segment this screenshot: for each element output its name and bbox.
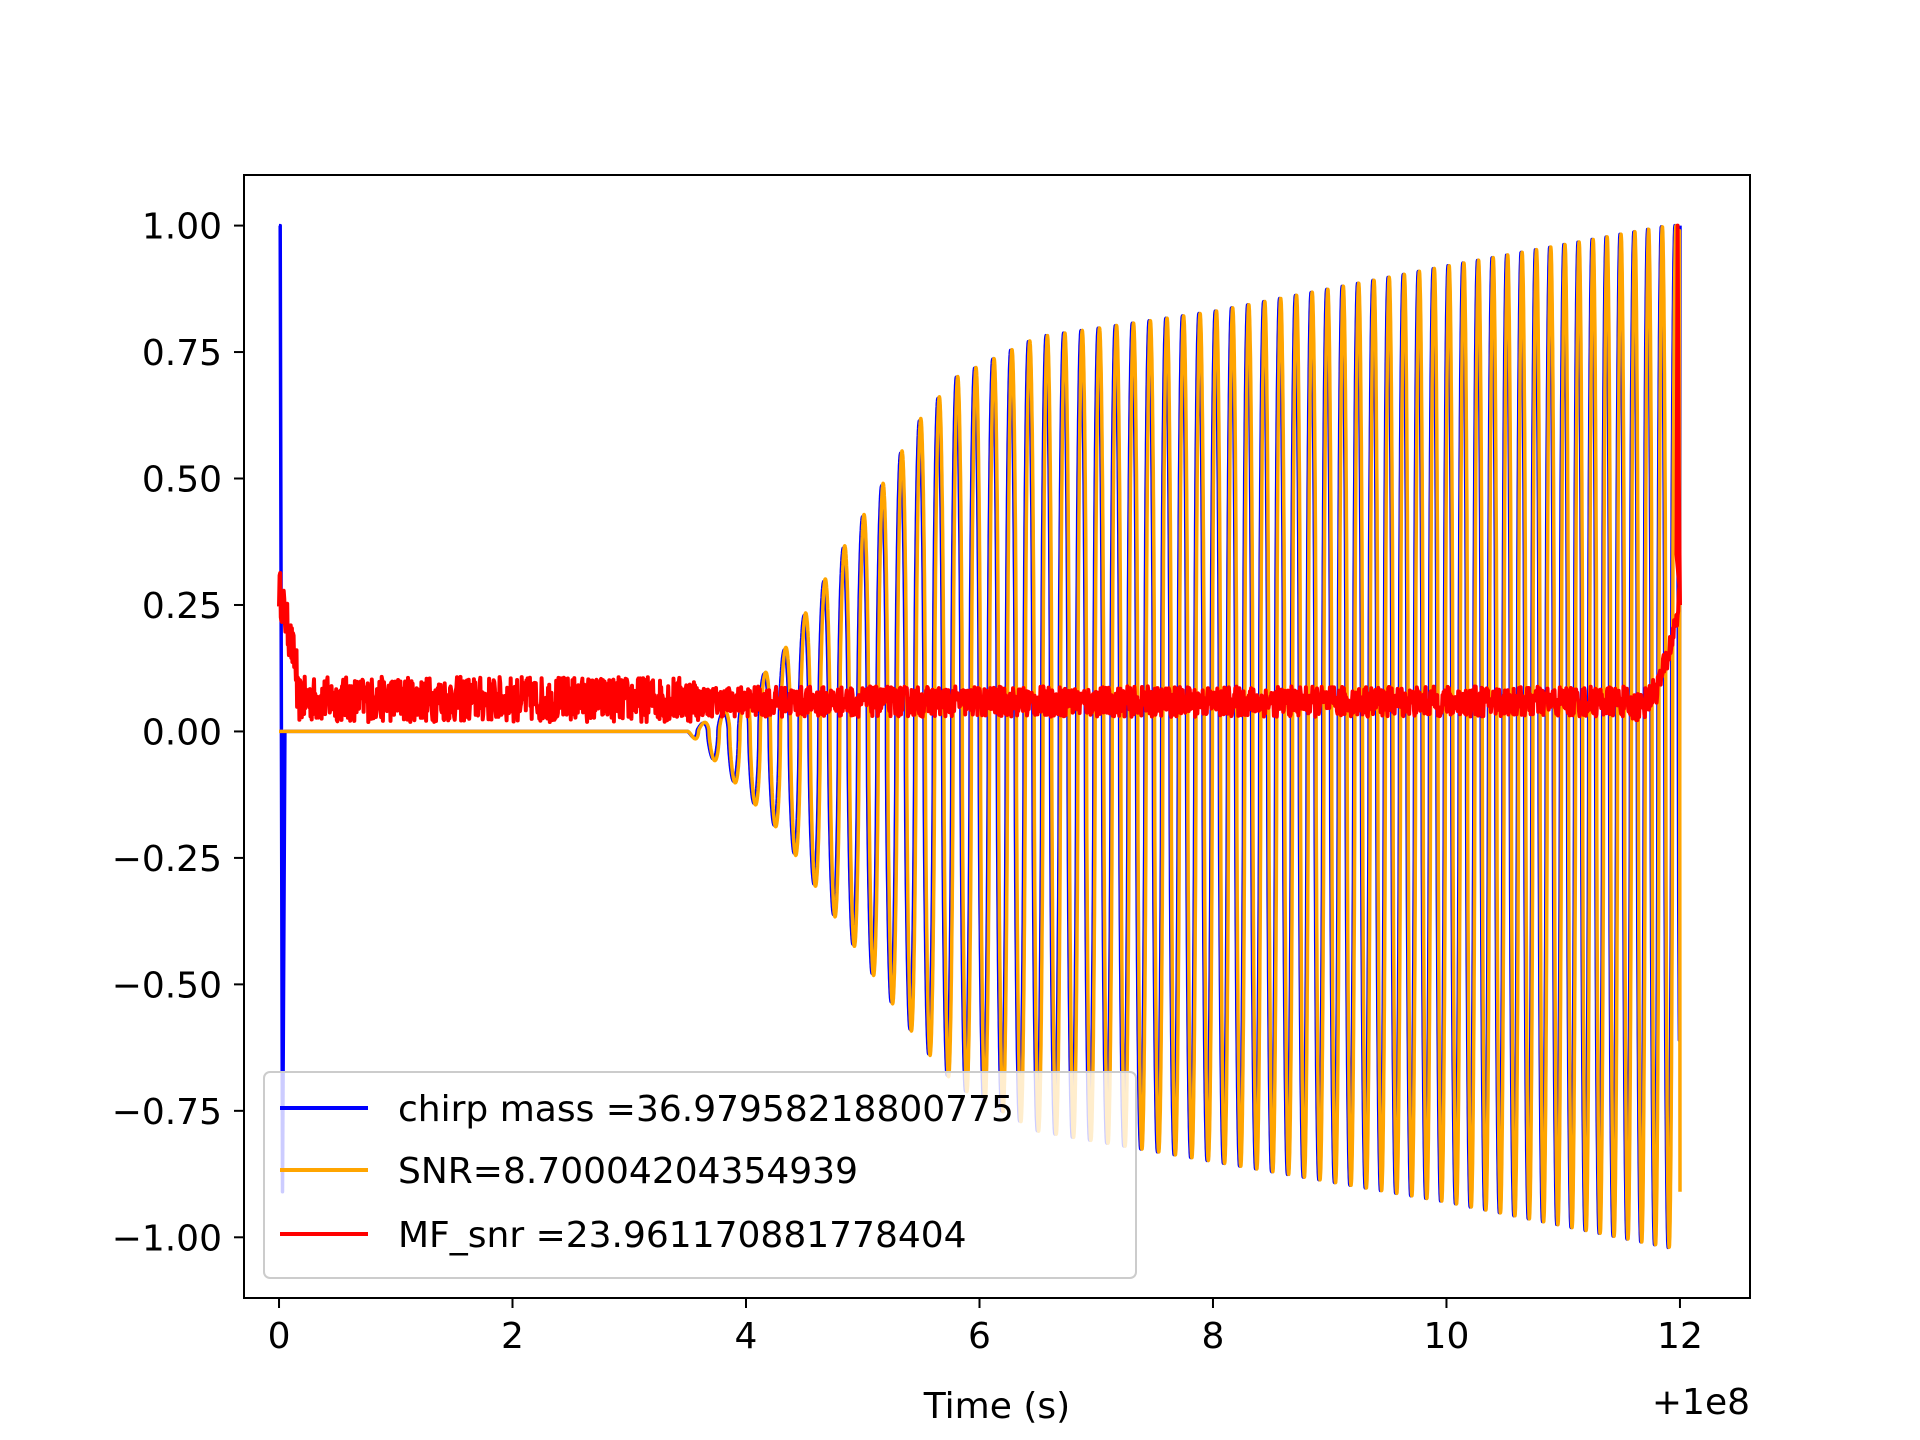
series-line-mf-snr xyxy=(277,223,1682,724)
x-tick-label: 8 xyxy=(1202,1316,1225,1357)
x-tick-label: 12 xyxy=(1657,1316,1703,1357)
y-tick-label: 0.00 xyxy=(142,712,222,753)
y-tick-label: −0.75 xyxy=(112,1092,222,1133)
y-tick-label: −1.00 xyxy=(112,1218,222,1259)
plot-frame xyxy=(243,174,1751,1299)
y-tick-label: 0.75 xyxy=(142,333,222,374)
x-axis-ticks: 0 2 4 6 8 10 12 xyxy=(268,1298,1703,1357)
y-axis-ticks: 1.00 0.75 0.50 0.25 0.00 −0.25 −0.50 −0.75 −1.00 xyxy=(112,207,244,1259)
y-tick-label: 0.50 xyxy=(142,460,222,501)
y-tick-label: 1.00 xyxy=(142,207,222,248)
x-axis-offset: +1e8 xyxy=(1652,1382,1750,1423)
legend-label-2: MF_snr =23.961170881778404 xyxy=(398,1215,967,1256)
legend-box xyxy=(263,1071,1137,1279)
legend-label-0: chirp mass =36.97958218800775 xyxy=(398,1089,1014,1130)
series-line-snr xyxy=(277,223,1682,1250)
x-tick-label: 0 xyxy=(268,1316,291,1357)
y-tick-label: 0.25 xyxy=(142,586,222,627)
x-tick-label: 10 xyxy=(1424,1316,1470,1357)
x-tick-label: 4 xyxy=(735,1316,758,1357)
x-tick-label: 6 xyxy=(968,1316,991,1357)
legend-label-1: SNR=8.70004204354939 xyxy=(398,1151,858,1192)
x-tick-label: 2 xyxy=(501,1316,524,1357)
y-tick-label: −0.50 xyxy=(112,965,222,1006)
x-axis-label: Time (s) xyxy=(923,1386,1070,1427)
legend: chirp mass =36.97958218800775 SNR=8.7000… xyxy=(263,1071,1137,1279)
series-lines xyxy=(277,223,1682,1250)
y-tick-label: −0.25 xyxy=(112,839,222,880)
